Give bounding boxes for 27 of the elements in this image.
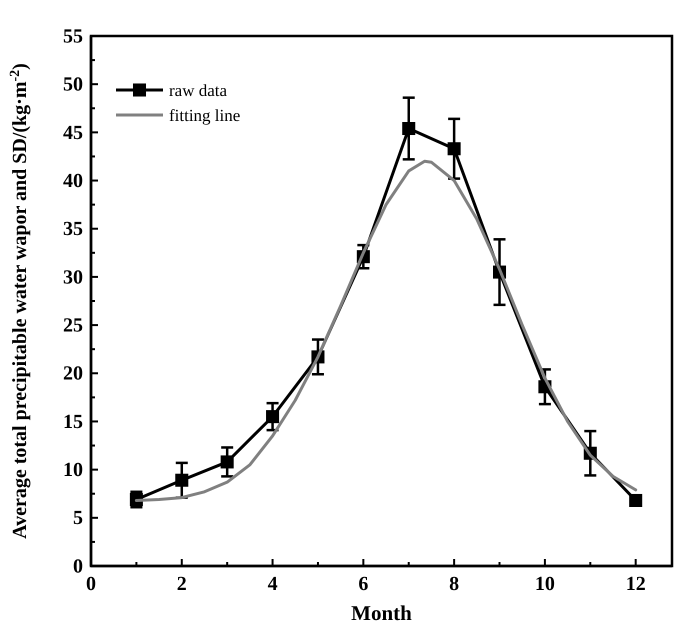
y-tick-label: 0	[73, 555, 83, 578]
y-tick-label: 45	[63, 122, 83, 144]
point	[448, 142, 461, 156]
point	[175, 474, 188, 487]
point	[629, 494, 642, 507]
x-tick-label: 6	[358, 573, 368, 596]
y-tick-label: 40	[63, 170, 83, 192]
y-tick-label: 5	[73, 507, 83, 530]
x-tick-label: 12	[626, 573, 646, 596]
y-tick-label: 30	[63, 266, 83, 288]
x-axis-title: Month	[351, 601, 412, 625]
y-tick-label: 15	[63, 410, 83, 433]
legend-label: fitting line	[169, 106, 240, 125]
y-tick-label: 10	[63, 459, 83, 482]
point	[402, 122, 416, 136]
y-tick-label: 20	[63, 362, 83, 385]
x-tick-label: 4	[268, 573, 278, 596]
x-tick-label: 10	[534, 573, 555, 596]
point	[266, 410, 280, 424]
x-tick-label: 8	[449, 573, 460, 596]
x-tick-label: 2	[176, 573, 187, 596]
point	[220, 455, 234, 468]
y-tick-label: 50	[63, 74, 83, 96]
legend-label: raw data	[169, 81, 228, 100]
y-tick-label: 25	[63, 314, 83, 336]
y-tick-label: 55	[63, 25, 83, 48]
y-tick-label: 35	[63, 218, 83, 240]
